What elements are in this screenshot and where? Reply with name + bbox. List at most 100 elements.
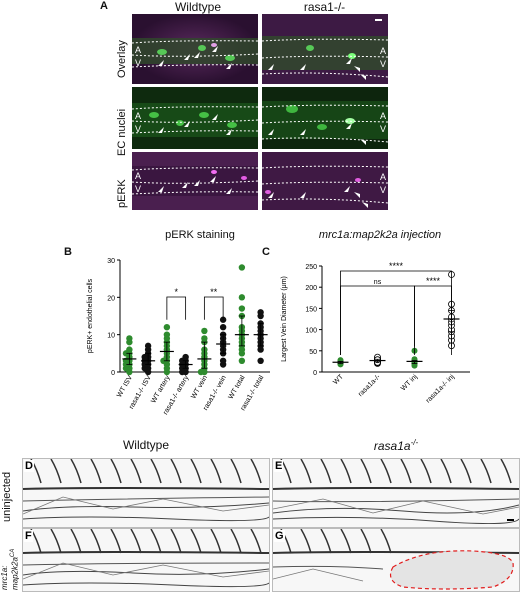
data-point [219,357,227,364]
data-point [238,305,246,312]
isv-vessel [190,459,202,484]
ec-wt-a-mark: A [135,111,141,121]
isv-vessel [380,529,392,554]
isv-vessel [210,529,222,554]
significance-bracket [203,296,224,320]
isv-vessel [480,459,492,484]
significance-bracket [414,285,452,347]
x-tick-label: WT total [228,374,247,400]
data-point [163,331,171,338]
overlay-mut-a-mark: A [380,46,386,56]
isv-vessel [150,529,162,554]
panel-dg-row-label-injected: mrc1a: map2k2aCA [0,549,20,590]
isv-vessel [190,529,202,554]
injected-line-1: mrc1a: [0,565,9,590]
isv-vessel [380,459,392,484]
perk-mut-a-mark: A [380,172,386,182]
isv-vessel [230,459,242,484]
isv-vessel [320,459,332,484]
data-point [238,264,246,271]
overlay-mut-v-mark: V [380,59,386,69]
data-point [257,357,264,364]
isv-vessel [130,459,142,484]
isv-vessel [420,459,432,484]
significance-bracket [340,285,415,356]
panel-a-row-label-perk: pERK [116,179,128,208]
isv-vessel [460,459,472,484]
panel-a-row-label-ec-nuclei: EC nuclei [116,108,128,156]
isv-vessel [110,529,122,554]
x-tick-label: rasa1a-/- [357,373,382,398]
panel-letter-e: E [274,460,284,472]
data-point [201,335,208,342]
isv-vessel [70,529,82,554]
panel-dg-col-title-rasa1a: rasa1a-/- [272,438,520,453]
significance-label: ns [374,279,382,286]
ec-mut-a-mark: A [380,111,386,121]
isv-vessel [400,459,412,484]
micrograph-ec-nuclei-wildtype: A V [132,87,258,149]
panel-letter-d: D [24,460,34,472]
isv-vessel [230,529,242,554]
isv-vessel [90,459,102,484]
y-tick-label: 50 [309,349,317,356]
chart-c-title: mrc1a:map2k2a injection [318,229,442,241]
data-point [144,342,152,350]
isv-vessel [250,529,262,554]
x-tick-label: WT ISV [116,374,134,399]
isv-vessel [300,529,312,554]
x-tick-label: WT vein [190,374,209,400]
x-tick-label: WT inj [400,373,419,392]
x-tick-label: WT [332,373,345,386]
isv-vessel [50,459,62,484]
isv-vessel [110,459,122,484]
isv-vessel [90,529,102,554]
data-point [257,309,264,316]
isv-vessel [170,459,182,484]
micrograph-overlay-rasa1: A V [262,14,388,84]
significance-label: **** [426,276,441,286]
injected-line-2-sup: CA [10,548,16,558]
perk-wt-v-mark: V [135,184,141,194]
isv-vessel [300,459,312,484]
y-tick-label: 30 [107,258,115,265]
panel-dg-col-title-wildtype: Wildtype [122,438,169,452]
significance-label: ** [210,287,218,297]
micrograph-perk-rasa1: A V [262,152,388,210]
data-point [126,346,133,353]
panel-letter-a: A [100,0,108,12]
micrograph-perk-wildtype: A V [132,152,258,210]
data-point [219,316,227,323]
y-tick-label: 200 [305,285,317,292]
injected-line-2: map2k2aCA [9,549,20,590]
micrograph-ec-nuclei-rasa1: A V [262,87,388,149]
data-point [126,335,133,342]
significance-label: * [174,287,178,297]
isv-vessel [150,459,162,484]
isv-vessel [440,459,452,484]
panel-dg-row-label-uninjected: uninjected [1,471,13,522]
y-tick-label: 20 [107,295,115,302]
panel-a-col-title-wildtype: Wildtype [174,0,221,14]
chart-b-title: pERK staining [165,229,235,241]
panel-letter-c: C [262,246,270,258]
y-axis-label: pERK+ endothelial cells [87,278,94,353]
y-tick-label: 250 [305,264,317,271]
data-point [163,324,171,331]
ec-wt-v-mark: V [135,124,141,134]
x-tick-label: rasa1a-/- inj [425,373,456,404]
significance-label: **** [389,261,404,271]
isv-vessel [320,529,332,554]
data-point [201,327,208,335]
injected-line-2-text: map2k2a [10,557,20,590]
isv-vessel [170,529,182,554]
chart-vein-diameter: 0 50 100 150 200 250 Largest Vein Diameter (μm… [281,261,470,405]
data-point [238,294,246,301]
y-tick-label: 10 [107,333,115,340]
perk-wt-a-mark: A [135,171,141,181]
isv-vessel [210,459,222,484]
rasa1a-title-superscript: -/- [410,438,419,447]
perk-mut-v-mark: V [380,185,386,195]
image-f-wildtype-injected [22,528,270,592]
